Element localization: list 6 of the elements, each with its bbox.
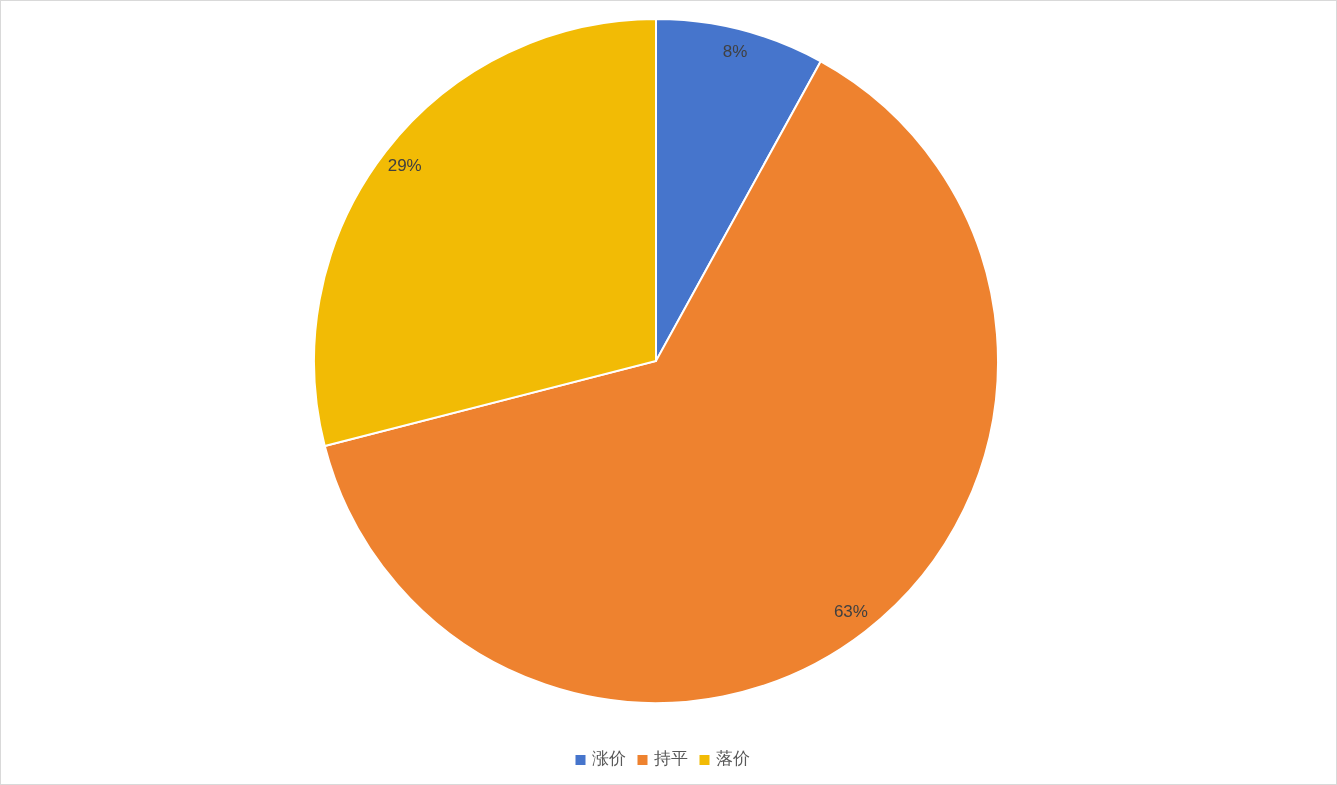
data-label: 63%: [833, 601, 868, 621]
legend-label: 落价: [715, 749, 750, 769]
data-label: 8%: [722, 42, 748, 62]
legend-label: 涨价: [591, 749, 626, 769]
legend-label: 持平: [653, 749, 688, 769]
data-label: 29%: [387, 155, 422, 175]
